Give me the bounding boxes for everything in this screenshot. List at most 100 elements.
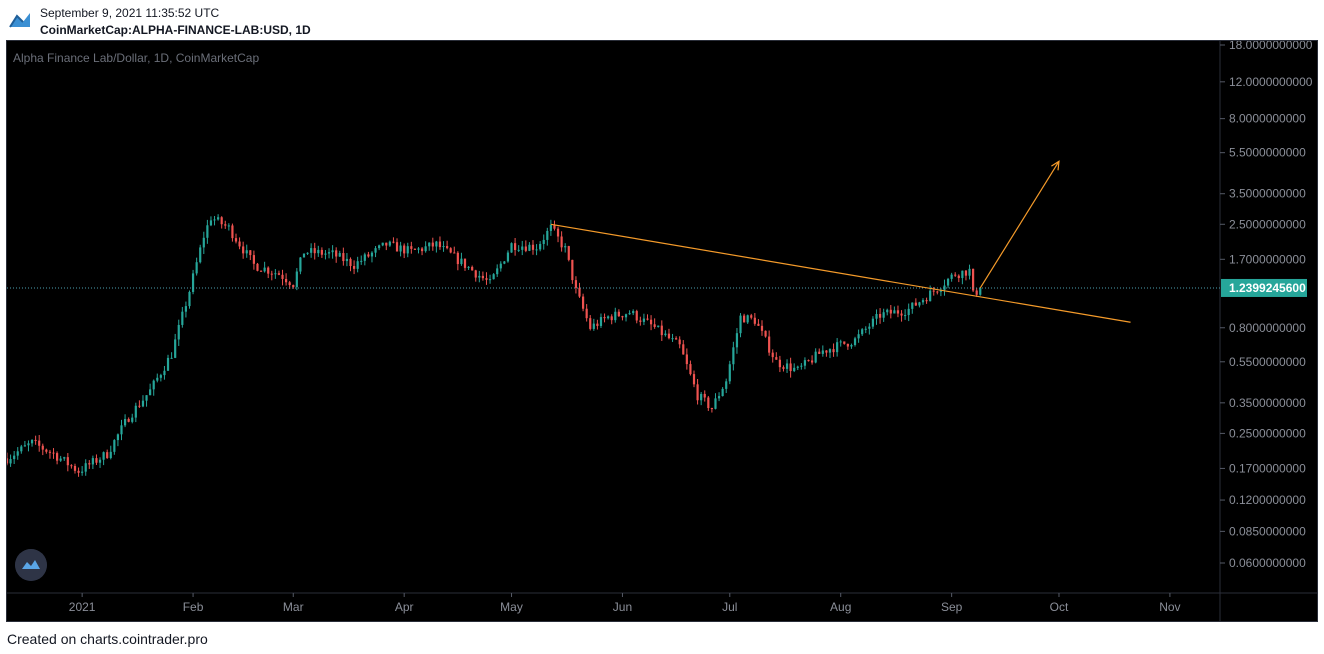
candle-body [392,241,395,243]
candle-body [628,313,631,315]
candle-body [725,381,728,389]
x-tick-label: May [500,600,523,614]
candle-body [417,248,420,250]
candle-body [302,253,306,258]
chart-frame[interactable]: 18.0000000000 12.0000000000 8.0000000000 5.… [6,40,1318,622]
candle-body [764,330,767,337]
resistance-trendline [550,223,1131,323]
candle-body [904,315,907,317]
candle-body [782,367,785,369]
candle-body [446,246,449,249]
candle-body [16,451,19,456]
candle-body [803,360,807,366]
candle-body [828,349,832,353]
candle-body [592,323,595,329]
candle-body [320,249,323,255]
candle-body [535,249,538,251]
y-tick-label: 0.5500000000 [1229,355,1306,369]
candle-body [832,349,835,353]
candle-body [528,244,531,251]
candle-body [59,458,62,461]
candle-body [363,254,366,261]
last-price-label: 1.2399245600 [1229,281,1306,295]
forecast-arrow-line [979,161,1060,289]
candle-body [224,224,227,226]
candle-body [717,396,721,399]
tradingview-logo-icon [9,13,30,28]
candle-body [700,393,703,401]
candle-body [875,314,878,319]
candle-body [406,246,409,254]
candle-body [73,465,77,471]
candle-body [796,366,799,368]
candle-body [159,375,162,378]
candle-body [199,247,202,263]
candle-body [653,324,656,327]
candle-body [771,352,774,358]
candle-body [292,285,295,288]
tradingview-cloud-icon[interactable] [15,549,47,581]
candle-body [395,242,399,252]
candle-body [757,323,760,326]
candle-body [281,274,284,279]
candle-body [367,254,370,257]
candle-body [431,242,434,247]
candle-body [918,302,921,306]
candle-body [603,317,606,319]
candle-body [514,243,517,250]
candle-body [131,417,134,422]
candle-body [120,425,123,435]
x-tick-label: Aug [830,600,851,614]
candle-body [474,270,477,278]
candle-body [667,333,671,339]
candle-body [778,359,781,368]
candle-body [149,389,152,396]
candle-body [954,274,957,276]
candle-body [893,310,896,314]
candle-body [821,350,824,354]
candle-body [191,273,195,292]
candle-body [743,315,746,323]
candle-body [55,453,59,461]
candle-body [732,347,735,365]
y-tick-label: 2.5000000000 [1229,217,1306,231]
candle-body [313,248,316,254]
candle-body [564,246,567,248]
candle-body [696,384,699,401]
candle-body [624,314,628,318]
candle-body [646,318,649,320]
candle-body [106,452,109,458]
x-tick-label: Mar [283,600,304,614]
candle-body [621,316,624,318]
price-chart[interactable]: 18.0000000000 12.0000000000 8.0000000000 5.… [7,41,1317,621]
candle-body [388,241,391,246]
candle-body [814,351,817,363]
candle-body [374,248,377,253]
candle-body [506,252,510,262]
candle-body [170,357,173,359]
candle-body [925,300,928,302]
candle-body [664,333,667,336]
candle-body [317,249,320,254]
candle-body [310,248,313,253]
y-tick-label: 12.0000000000 [1229,75,1313,89]
candle-body [868,326,871,329]
candle-body [857,334,860,339]
candle-body [932,290,935,292]
candle-body [116,434,120,441]
candle-body [252,255,255,264]
candle-body [184,306,188,312]
candle-body [521,246,524,250]
candle-body [907,308,910,316]
candle-body [420,248,424,252]
candle-body [45,449,48,452]
candle-body [685,354,688,365]
candle-body [889,309,892,314]
candle-body [578,287,581,297]
candle-body [399,245,402,252]
candle-body [746,315,749,323]
candle-body [324,253,327,255]
candle-body [735,333,739,348]
candle-body [800,365,803,367]
candle-body [259,270,263,272]
